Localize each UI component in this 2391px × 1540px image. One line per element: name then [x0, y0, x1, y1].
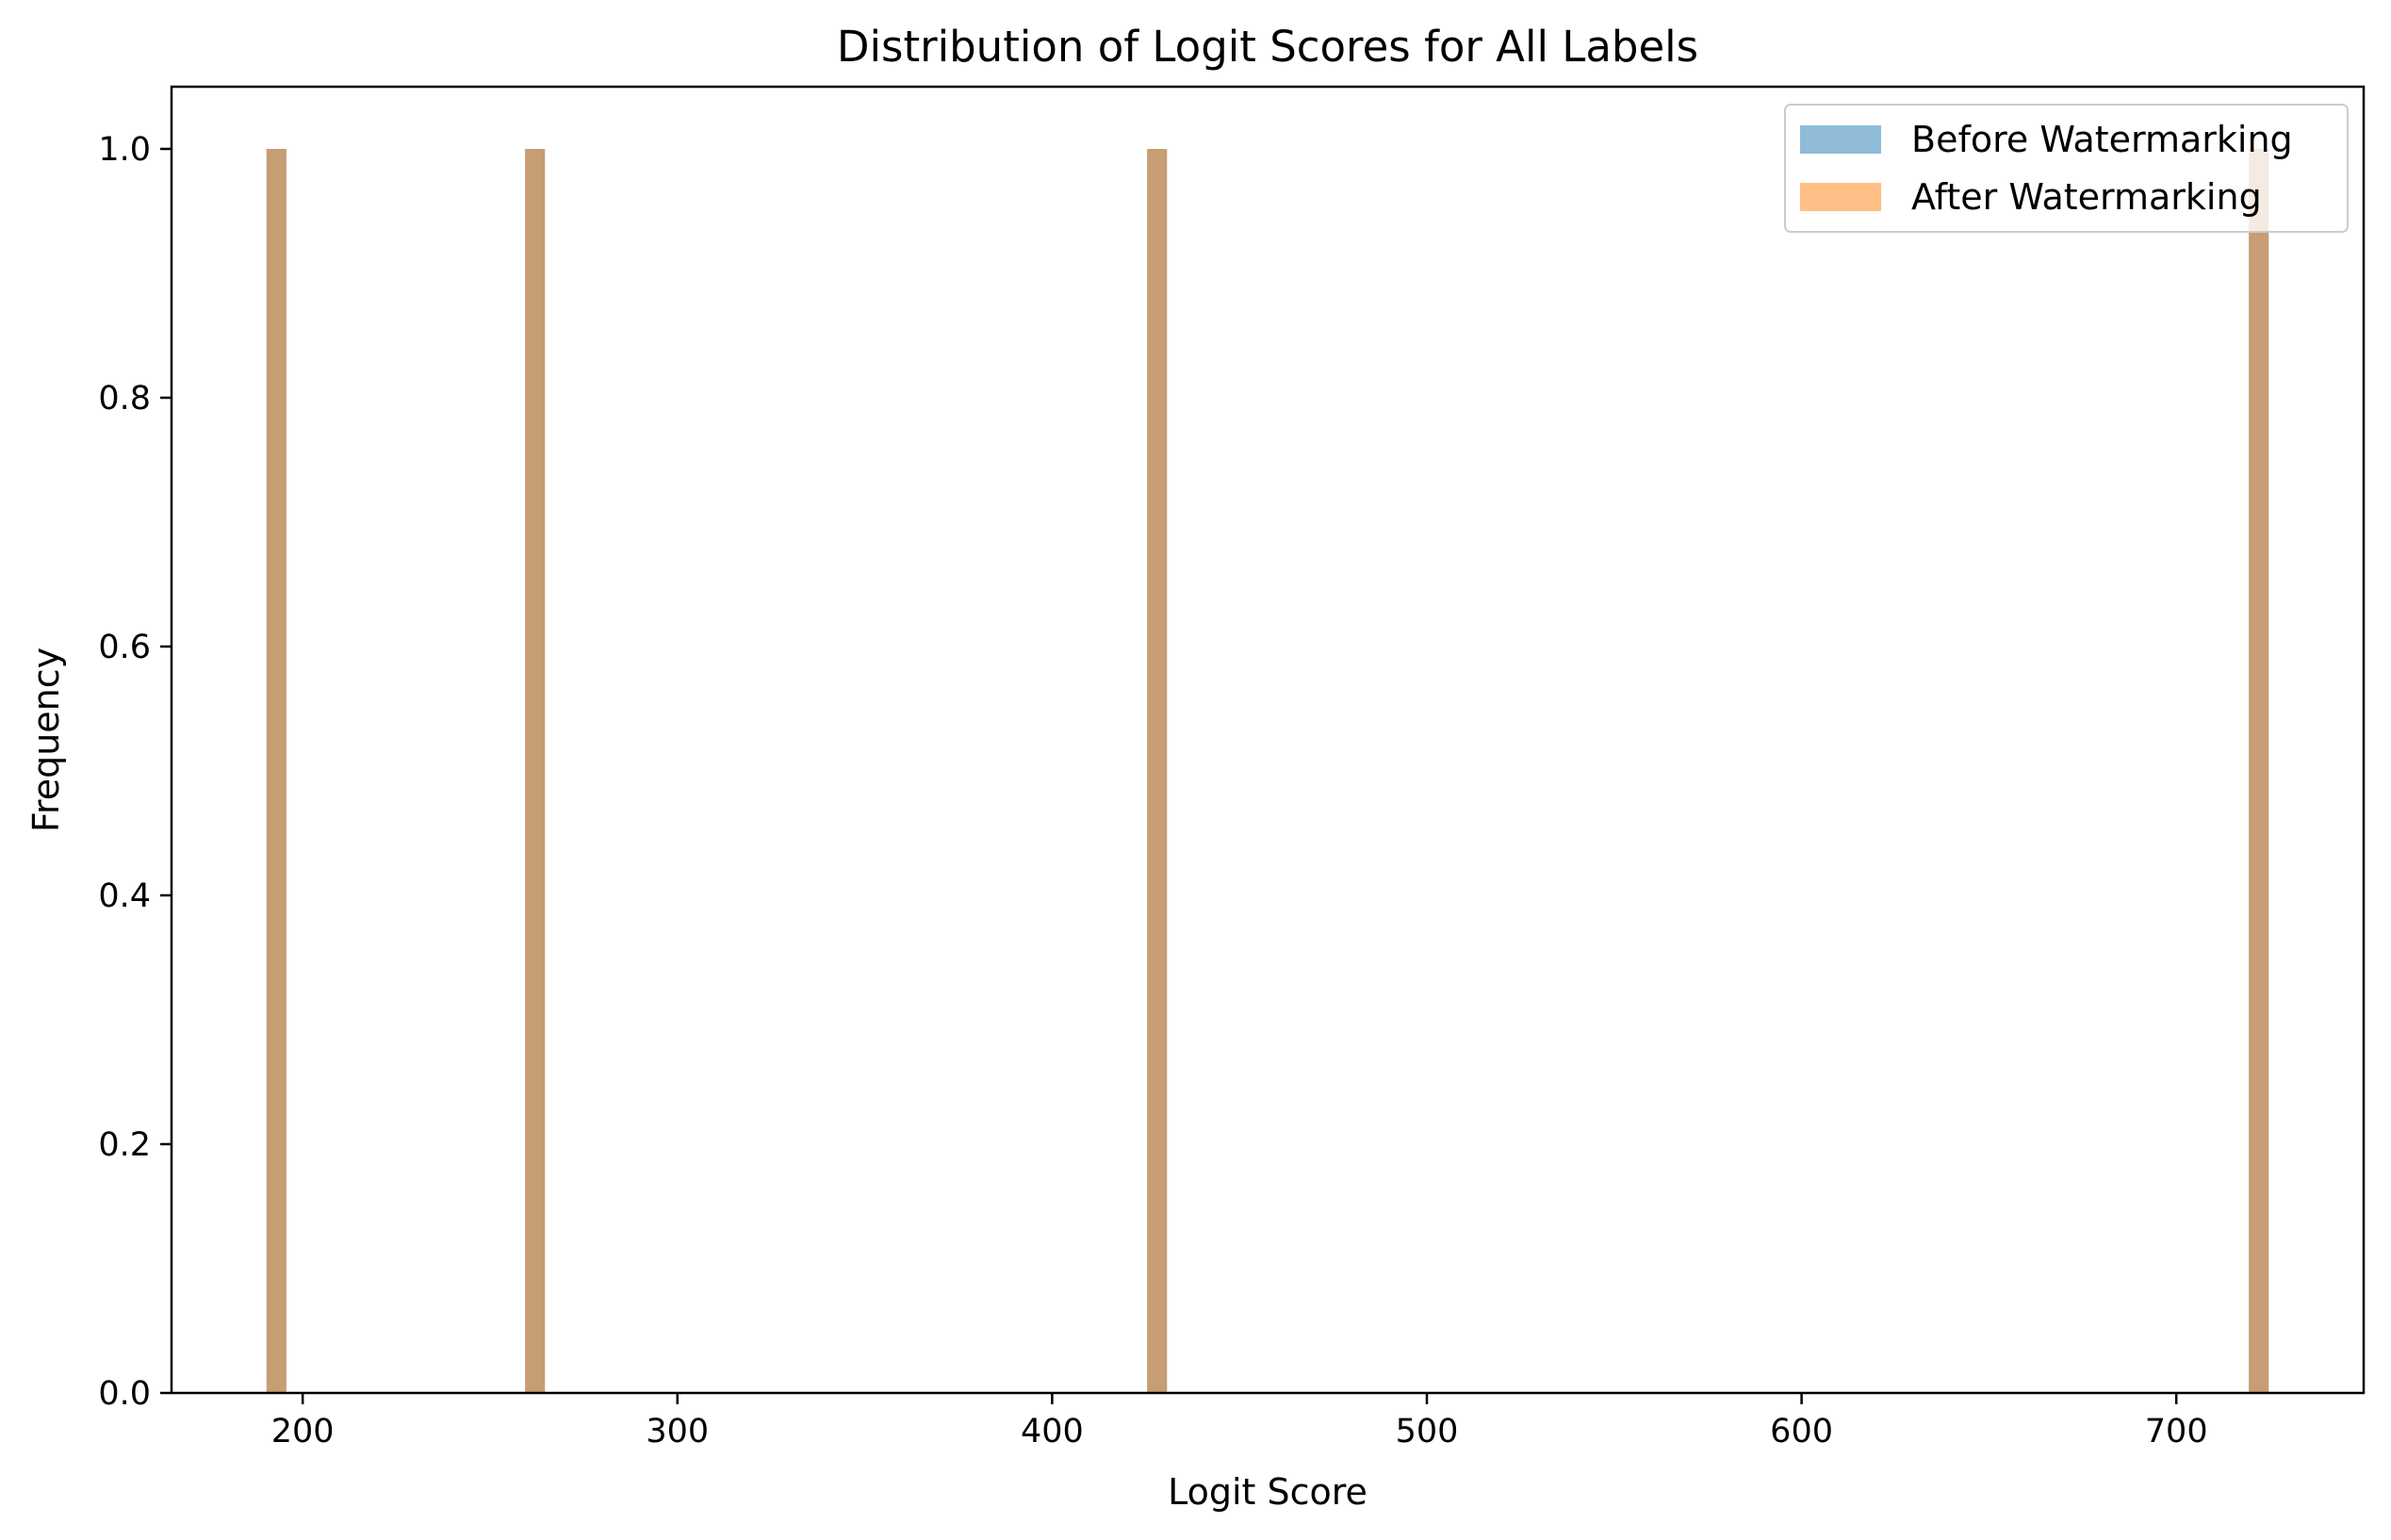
histogram-bar-series-1-bin-0	[266, 149, 287, 1393]
plot-frame	[170, 85, 2366, 1395]
histogram-bar-series-1-bin-2	[1147, 149, 1168, 1393]
y-tick-label: 0.4	[98, 877, 151, 915]
x-axis-ticks: 200 300 400 500 600 700	[271, 1393, 2208, 1450]
y-tick-label: 0.2	[98, 1126, 151, 1164]
legend-swatch	[1800, 183, 1881, 211]
y-tick-label: 0.0	[98, 1375, 151, 1413]
bars-layer	[266, 149, 2269, 1393]
legend-swatch	[1800, 125, 1881, 154]
y-tick-label: 0.8	[98, 380, 151, 418]
x-tick-label: 500	[1396, 1413, 1459, 1450]
legend-box	[1784, 104, 2349, 233]
x-tick-label: 400	[1021, 1413, 1084, 1450]
chart-title: Distribution of Logit Scores for All Lab…	[837, 22, 1698, 72]
y-tick-label: 0.6	[98, 629, 151, 666]
y-tick-label: 1.0	[98, 131, 151, 169]
legend-label: After Watermarking	[1911, 176, 2262, 218]
y-axis-label: Frequency	[25, 647, 67, 832]
x-tick-label: 600	[1770, 1413, 1833, 1450]
legend: Before Watermarking After Watermarking	[1784, 104, 2349, 233]
x-tick-label: 700	[2145, 1413, 2208, 1450]
y-axis-ticks: 0.0 0.2 0.4 0.6 0.8 1.0	[98, 131, 172, 1413]
histogram-bar-series-1-bin-1	[525, 149, 546, 1393]
x-tick-label: 300	[646, 1413, 709, 1450]
x-tick-label: 200	[271, 1413, 335, 1450]
x-axis-label: Logit Score	[1168, 1471, 1367, 1513]
legend-label: Before Watermarking	[1911, 119, 2293, 160]
histogram-bar-series-1-bin-3	[2249, 149, 2269, 1393]
